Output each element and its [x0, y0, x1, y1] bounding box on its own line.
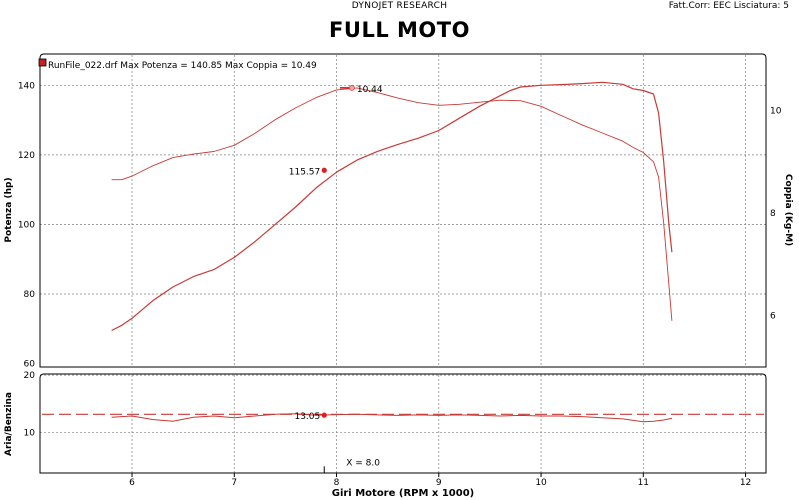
company-name: DYNOJET RESEARCH — [351, 1, 448, 11]
cursor-x-label: X = 8.0 — [346, 458, 380, 468]
x-tick-label: 8 — [334, 478, 340, 488]
x-tick-label: 7 — [231, 478, 237, 488]
afr-marker — [321, 412, 327, 418]
power-curve — [111, 81, 673, 332]
torque-curve — [111, 87, 673, 321]
afr-curve — [111, 413, 673, 423]
power-marker — [321, 167, 327, 173]
y-tick-label: 100 — [18, 220, 35, 230]
power-marker-label: 115.57 — [289, 167, 321, 177]
y2-axis-title: Coppia (Kg-M) — [783, 174, 793, 246]
afr-plot-frame — [39, 373, 767, 474]
x-tick-label: 6 — [129, 478, 135, 488]
x-tick-label: 10 — [535, 478, 547, 488]
axis-ticks: 6 7 8 9 10 11 12 60 80 100 120 140 6 8 10 10 20 — [18, 81, 782, 488]
legend-text: RunFile_022.drf Max Potenza = 140.85 Max… — [48, 61, 317, 71]
y-tick-label: 80 — [24, 290, 36, 300]
x-tick-label: 11 — [638, 478, 649, 488]
y2-tick-label: 8 — [770, 209, 776, 219]
correction-info: Fatt.Corr: EEC Lisciatura: 5 — [668, 1, 789, 11]
y2-tick-label: 6 — [770, 312, 776, 322]
y-tick-label: 120 — [18, 151, 35, 161]
afr-plot-grid — [40, 374, 766, 473]
afr-tick-label: 20 — [24, 371, 36, 381]
afr-tick-label: 10 — [24, 429, 36, 439]
legend-swatch — [38, 58, 47, 67]
afr-y-axis-title: Aria/Benzina — [4, 392, 14, 456]
torque-marker-label: 10.44 — [357, 85, 383, 95]
x-tick-label: 12 — [740, 478, 751, 488]
chart-title: FULL MOTO — [329, 18, 470, 42]
main-plot-frame — [39, 53, 767, 368]
x-tick-label: 9 — [436, 478, 442, 488]
y-axis-title: Potenza (hp) — [4, 177, 14, 242]
torque-marker — [348, 84, 355, 91]
annotation-layer: 115.57 10.44 13.05 X = 8.0 — [289, 85, 383, 473]
afr-marker-label: 13.05 — [294, 412, 320, 422]
series-layer — [42, 81, 764, 423]
main-plot-grid — [40, 55, 766, 367]
y2-tick-label: 10 — [770, 106, 782, 116]
y-tick-label: 140 — [18, 81, 35, 91]
y-tick-label: 60 — [24, 360, 36, 370]
x-axis-title: Giri Motore (RPM x 1000) — [332, 488, 475, 499]
